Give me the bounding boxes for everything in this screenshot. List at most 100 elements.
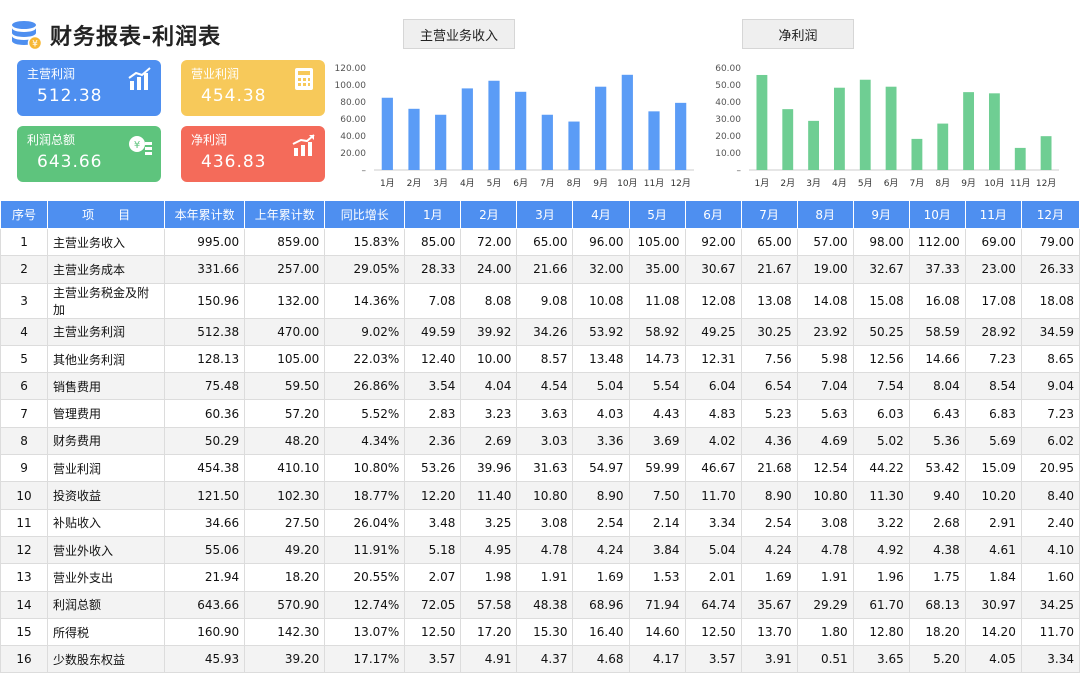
- chart-revenue-button[interactable]: 主营业务收入: [403, 19, 515, 49]
- value-cell: 5.18: [404, 535, 462, 565]
- x-tick-label: 1月: [755, 178, 770, 189]
- value-cell: 995.00: [164, 227, 246, 257]
- row-index-cell: 2: [0, 255, 49, 284]
- x-tick-label: 9月: [961, 178, 976, 189]
- value-cell: 11.08: [628, 282, 686, 319]
- value-cell: 7.23: [1020, 399, 1080, 428]
- value-cell: 49.20: [244, 535, 326, 565]
- column-header: 8月: [796, 200, 854, 229]
- value-cell: 18.77%: [324, 481, 406, 510]
- column-header: 本年累计数: [164, 200, 246, 229]
- y-tick-label: 20.00: [340, 149, 366, 159]
- value-cell: 9.40: [908, 481, 966, 510]
- value-cell: 10.80: [796, 481, 854, 510]
- value-cell: 859.00: [244, 227, 326, 257]
- row-index-cell: 13: [0, 563, 49, 592]
- item-name-cell: 补贴收入: [47, 508, 166, 537]
- value-cell: 512.38: [164, 317, 246, 346]
- x-tick-label: 12月: [670, 178, 690, 189]
- value-cell: 14.66: [908, 344, 966, 374]
- item-name-cell: 主营业务税金及附加: [47, 282, 166, 319]
- row-index-cell: 4: [0, 317, 49, 346]
- value-cell: 570.90: [244, 590, 326, 619]
- table-row: 8 财务费用 50.29 48.20 4.34% 2.36 2.69 3.03 3.36 3.69…: [0, 426, 1080, 456]
- value-cell: 8.90: [740, 481, 798, 510]
- value-cell: 30.67: [684, 255, 742, 284]
- value-cell: 4.17: [628, 645, 686, 673]
- value-cell: 53.26: [404, 454, 462, 483]
- value-cell: 3.36: [572, 426, 630, 456]
- value-cell: 6.83: [964, 399, 1022, 428]
- value-cell: 3.08: [516, 508, 574, 537]
- value-cell: 98.00: [852, 227, 910, 257]
- value-cell: 30.25: [740, 317, 798, 346]
- value-cell: 65.00: [740, 227, 798, 257]
- y-tick-label: 40.00: [340, 132, 366, 142]
- column-header: 7月: [740, 200, 798, 229]
- value-cell: 18.20: [908, 617, 966, 647]
- column-header: 上年累计数: [244, 200, 326, 229]
- bar: [963, 92, 975, 170]
- item-name-cell: 营业利润: [47, 454, 166, 483]
- value-cell: 1.84: [964, 563, 1022, 592]
- row-index-cell: 5: [0, 344, 49, 374]
- value-cell: 1.75: [908, 563, 966, 592]
- value-cell: 12.40: [404, 344, 462, 374]
- value-cell: 8.65: [1020, 344, 1080, 374]
- net-profit-bar-chart: – 10.00 20.00 30.00 40.00 50.00 60.00 1月 2月 3月 4月 5…: [715, 64, 1059, 189]
- value-cell: 64.74: [684, 590, 742, 619]
- value-cell: 5.02: [852, 426, 910, 456]
- value-cell: 331.66: [164, 255, 246, 284]
- kpi-value: 454.38: [201, 86, 267, 106]
- value-cell: 4.95: [460, 535, 518, 565]
- x-tick-label: 1月: [380, 178, 395, 189]
- value-cell: 50.25: [852, 317, 910, 346]
- value-cell: 4.04: [460, 372, 518, 401]
- bar: [648, 111, 660, 170]
- bar: [937, 123, 949, 170]
- chart-net-profit-button[interactable]: 净利润: [742, 19, 854, 49]
- value-cell: 57.00: [796, 227, 854, 257]
- value-cell: 105.00: [244, 344, 326, 374]
- value-cell: 46.67: [684, 454, 742, 483]
- table-row: 3 主营业务税金及附加 150.96 132.00 14.36% 7.08 8.08 9.08…: [0, 282, 1080, 319]
- value-cell: 2.14: [628, 508, 686, 537]
- value-cell: 12.08: [684, 282, 742, 319]
- value-cell: 15.30: [516, 617, 574, 647]
- kpi-card-main-profit: 主营利润 512.38: [17, 60, 161, 116]
- item-name-cell: 营业外收入: [47, 535, 166, 565]
- value-cell: 5.54: [628, 372, 686, 401]
- value-cell: 14.60: [628, 617, 686, 647]
- y-tick-label: 120.00: [335, 64, 367, 74]
- item-name-cell: 财务费用: [47, 426, 166, 456]
- revenue-bar-chart: – 20.00 40.00 60.00 80.00 100.00 120.00 1月 2月 3月 4…: [335, 64, 694, 189]
- value-cell: 21.67: [740, 255, 798, 284]
- value-cell: 4.69: [796, 426, 854, 456]
- value-cell: 15.08: [852, 282, 910, 319]
- item-name-cell: 其他业务利润: [47, 344, 166, 374]
- row-index-cell: 7: [0, 399, 49, 428]
- value-cell: 10.80%: [324, 454, 406, 483]
- value-cell: 1.98: [460, 563, 518, 592]
- value-cell: 3.65: [852, 645, 910, 673]
- value-cell: 8.08: [460, 282, 518, 319]
- value-cell: 13.70: [740, 617, 798, 647]
- value-cell: 4.03: [572, 399, 630, 428]
- y-tick-label: 100.00: [335, 81, 367, 91]
- value-cell: 34.59: [1020, 317, 1080, 346]
- value-cell: 57.20: [244, 399, 326, 428]
- bar: [488, 80, 500, 170]
- table-row: 5 其他业务利润 128.13 105.00 22.03% 12.40 10.00 8.57 1…: [0, 344, 1080, 374]
- value-cell: 59.99: [628, 454, 686, 483]
- value-cell: 8.57: [516, 344, 574, 374]
- table-row: 13 营业外支出 21.94 18.20 20.55% 2.07 1.98 1.91 1.69 1…: [0, 563, 1080, 592]
- y-tick-label: 60.00: [340, 115, 366, 125]
- value-cell: 6.04: [684, 372, 742, 401]
- value-cell: 58.59: [908, 317, 966, 346]
- value-cell: 3.69: [628, 426, 686, 456]
- row-index-cell: 14: [0, 590, 49, 619]
- row-index-cell: 1: [0, 227, 49, 257]
- value-cell: 54.97: [572, 454, 630, 483]
- value-cell: 72.00: [460, 227, 518, 257]
- value-cell: 34.26: [516, 317, 574, 346]
